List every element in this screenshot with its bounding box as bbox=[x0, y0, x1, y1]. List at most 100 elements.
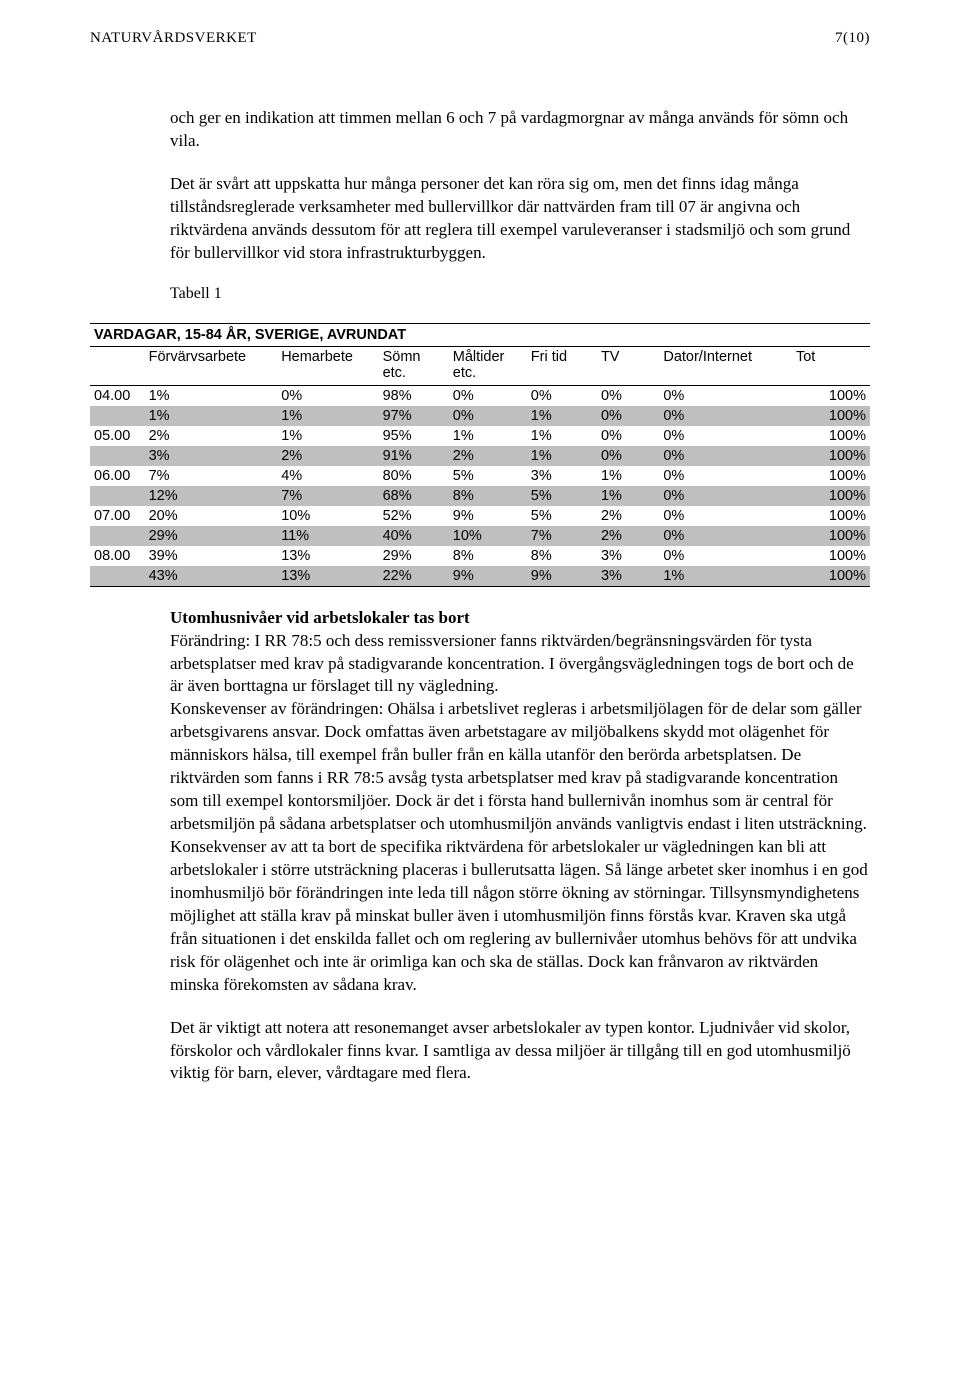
table-cell: 0% bbox=[659, 486, 792, 506]
table-cell: 07.00 bbox=[90, 506, 145, 526]
data-table: VARDAGAR, 15-84 ÅR, SVERIGE, AVRUNDAT Fö… bbox=[90, 323, 870, 587]
table-cell: 100% bbox=[792, 506, 870, 526]
col-fritid: Fri tid bbox=[527, 346, 597, 385]
table-cell bbox=[90, 566, 145, 587]
table-cell: 43% bbox=[145, 566, 278, 587]
table-cell: 0% bbox=[449, 406, 527, 426]
table-cell: 100% bbox=[792, 406, 870, 426]
table-cell: 0% bbox=[659, 426, 792, 446]
table-cell: 3% bbox=[527, 466, 597, 486]
section-2-consequence-text: Ohälsa i arbetslivet regleras i arbetsmi… bbox=[170, 699, 868, 993]
table-cell: 2% bbox=[449, 446, 527, 466]
table-cell: 0% bbox=[277, 385, 378, 406]
table-cell: 91% bbox=[379, 446, 449, 466]
table-cell bbox=[90, 526, 145, 546]
section-2-change-label: Förändring: bbox=[170, 631, 250, 650]
table-cell: 1% bbox=[277, 406, 378, 426]
table-cell: 97% bbox=[379, 406, 449, 426]
table-cell: 100% bbox=[792, 486, 870, 506]
table-cell: 0% bbox=[597, 385, 659, 406]
table-title: VARDAGAR, 15-84 ÅR, SVERIGE, AVRUNDAT bbox=[90, 323, 870, 346]
table-cell: 8% bbox=[527, 546, 597, 566]
table-row: 1%1%97%0%1%0%0%100% bbox=[90, 406, 870, 426]
col-tv: TV bbox=[597, 346, 659, 385]
table-cell: 10% bbox=[449, 526, 527, 546]
header-page-number: 7(10) bbox=[835, 30, 870, 47]
table-cell: 5% bbox=[527, 506, 597, 526]
table-cell: 12% bbox=[145, 486, 278, 506]
table-cell: 11% bbox=[277, 526, 378, 546]
table-cell: 1% bbox=[527, 406, 597, 426]
table-cell: 80% bbox=[379, 466, 449, 486]
table-cell: 0% bbox=[597, 446, 659, 466]
table-cell bbox=[90, 446, 145, 466]
table-header-row: Förvärvsarbete Hemarbete Sömn etc. Målti… bbox=[90, 346, 870, 385]
col-forvarvsarbete: Förvärvsarbete bbox=[145, 346, 278, 385]
table-cell: 3% bbox=[145, 446, 278, 466]
table-cell: 13% bbox=[277, 546, 378, 566]
table-cell bbox=[90, 406, 145, 426]
table-row: 04.001%0%98%0%0%0%0%100% bbox=[90, 385, 870, 406]
table-cell: 3% bbox=[597, 546, 659, 566]
table-cell: 22% bbox=[379, 566, 449, 587]
table-cell: 0% bbox=[597, 426, 659, 446]
section-2-title: Utomhusnivåer vid arbetslokaler tas bort bbox=[170, 608, 470, 627]
table-cell: 1% bbox=[597, 486, 659, 506]
table-cell bbox=[90, 486, 145, 506]
table-cell: 100% bbox=[792, 546, 870, 566]
table-row: 05.002%1%95%1%1%0%0%100% bbox=[90, 426, 870, 446]
table-cell: 100% bbox=[792, 426, 870, 446]
table-cell: 0% bbox=[659, 466, 792, 486]
table-body: 04.001%0%98%0%0%0%0%100%1%1%97%0%1%0%0%1… bbox=[90, 385, 870, 586]
table-cell: 2% bbox=[277, 446, 378, 466]
table-cell: 9% bbox=[449, 506, 527, 526]
page-header: NATURVÅRDSVERKET 7(10) bbox=[90, 30, 870, 47]
table-row: 43%13%22%9%9%3%1%100% bbox=[90, 566, 870, 587]
table-cell: 9% bbox=[449, 566, 527, 587]
table-cell: 06.00 bbox=[90, 466, 145, 486]
table-cell: 100% bbox=[792, 526, 870, 546]
table-cell: 2% bbox=[597, 526, 659, 546]
table-cell: 0% bbox=[659, 526, 792, 546]
paragraph-intro-1: och ger en indikation att timmen mellan … bbox=[170, 107, 870, 153]
table-row: 3%2%91%2%1%0%0%100% bbox=[90, 446, 870, 466]
table-cell: 1% bbox=[527, 446, 597, 466]
table-cell: 98% bbox=[379, 385, 449, 406]
table-cell: 10% bbox=[277, 506, 378, 526]
section-2-change-text: I RR 78:5 och dess remissversioner fanns… bbox=[170, 631, 854, 696]
table-cell: 0% bbox=[659, 546, 792, 566]
table-cell: 1% bbox=[659, 566, 792, 587]
paragraph-intro-2: Det är svårt att uppskatta hur många per… bbox=[170, 173, 870, 265]
table-cell: 7% bbox=[277, 486, 378, 506]
table-cell: 7% bbox=[527, 526, 597, 546]
table-cell: 40% bbox=[379, 526, 449, 546]
paragraph-last: Det är viktigt att notera att resonemang… bbox=[170, 1017, 870, 1086]
table-cell: 0% bbox=[527, 385, 597, 406]
table-row: 29%11%40%10%7%2%0%100% bbox=[90, 526, 870, 546]
table-cell: 04.00 bbox=[90, 385, 145, 406]
table-row: 07.0020%10%52%9%5%2%0%100% bbox=[90, 506, 870, 526]
page: NATURVÅRDSVERKET 7(10) och ger en indika… bbox=[0, 0, 960, 1145]
table-cell: 2% bbox=[597, 506, 659, 526]
table-cell: 4% bbox=[277, 466, 378, 486]
table-cell: 0% bbox=[597, 406, 659, 426]
table-row: 12%7%68%8%5%1%0%100% bbox=[90, 486, 870, 506]
table-row: 08.0039%13%29%8%8%3%0%100% bbox=[90, 546, 870, 566]
table-wrap: VARDAGAR, 15-84 ÅR, SVERIGE, AVRUNDAT Fö… bbox=[90, 323, 870, 587]
table-cell: 95% bbox=[379, 426, 449, 446]
table-label: Tabell 1 bbox=[170, 285, 870, 303]
table-cell: 29% bbox=[145, 526, 278, 546]
table-cell: 1% bbox=[527, 426, 597, 446]
header-org: NATURVÅRDSVERKET bbox=[90, 30, 257, 47]
table-cell: 1% bbox=[449, 426, 527, 446]
table-cell: 9% bbox=[527, 566, 597, 587]
table-cell: 5% bbox=[527, 486, 597, 506]
table-cell: 8% bbox=[449, 486, 527, 506]
table-cell: 8% bbox=[449, 546, 527, 566]
table-cell: 100% bbox=[792, 566, 870, 587]
table-cell: 1% bbox=[597, 466, 659, 486]
section-2-consequence-label: Konskevenser av förändringen: bbox=[170, 699, 383, 718]
table-cell: 39% bbox=[145, 546, 278, 566]
body: och ger en indikation att timmen mellan … bbox=[90, 107, 870, 303]
table-cell: 0% bbox=[659, 446, 792, 466]
